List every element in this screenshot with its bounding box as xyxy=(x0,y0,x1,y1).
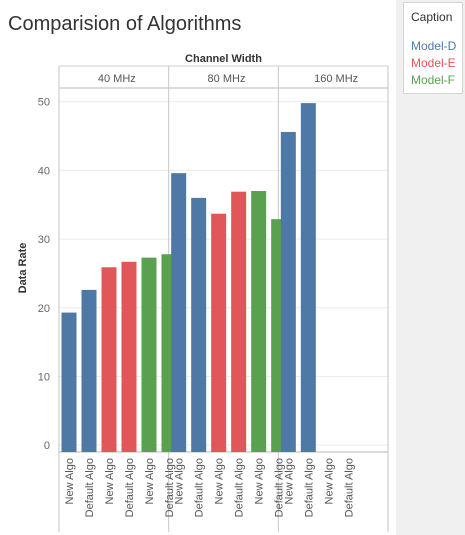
legend-item-model-d[interactable]: Model-D xyxy=(411,39,457,53)
x-tick-label: New Algo xyxy=(323,458,335,504)
bar xyxy=(141,257,157,452)
group-axis-label: Channel Width xyxy=(185,53,262,65)
x-tick-label: Default Algo xyxy=(84,458,96,517)
group-label: 40 MHz xyxy=(98,73,136,85)
x-tick-label: Default Algo xyxy=(194,458,206,517)
y-tick-label: 10 xyxy=(38,371,50,383)
x-tick-label: New Algo xyxy=(214,458,226,504)
group-label: 80 MHz xyxy=(208,73,246,85)
bar xyxy=(101,267,117,452)
x-tick-label: Default Algo xyxy=(164,458,176,517)
bar-chart: Channel Width 40 MHz 80 MHz 160 MHz 0 10 20 30 4… xyxy=(17,53,389,532)
bar xyxy=(211,213,227,452)
chart-title: Comparision of Algorithms xyxy=(8,13,242,35)
y-tick-label: 20 xyxy=(38,303,50,315)
x-tick-label: Default Algo xyxy=(274,458,286,517)
bar xyxy=(251,191,267,453)
bar xyxy=(121,261,137,452)
y-tick-label: 50 xyxy=(38,97,50,109)
bar xyxy=(171,173,187,452)
legend-item-model-e[interactable]: Model-E xyxy=(411,56,456,70)
x-tick-label: New Algo xyxy=(174,458,186,504)
x-tick-label: Default Algo xyxy=(234,458,246,517)
x-tick-label: Default Algo xyxy=(303,458,315,517)
legend-item-model-f[interactable]: Model-F xyxy=(411,73,456,87)
x-tick-label: Default Algo xyxy=(124,458,136,517)
y-tick-label: 0 xyxy=(44,440,50,452)
x-tick-label: New Algo xyxy=(144,458,156,504)
x-tick-label: New Algo xyxy=(254,458,266,504)
legend: Caption Model-D Model-E Model-F xyxy=(403,2,463,94)
y-axis-label: Data Rate xyxy=(17,243,29,294)
x-tick-label: New Algo xyxy=(283,458,295,504)
x-tick-label: New Algo xyxy=(104,458,116,504)
bar xyxy=(191,197,207,452)
bar xyxy=(81,289,97,452)
x-tick-label: Default Algo xyxy=(343,458,355,517)
bar xyxy=(300,103,316,452)
x-tick-label: New Algo xyxy=(64,458,76,504)
legend-title: Caption xyxy=(411,10,453,24)
bar xyxy=(280,131,296,452)
group-label: 160 MHz xyxy=(314,73,358,85)
bar xyxy=(61,312,77,452)
y-tick-label: 40 xyxy=(38,165,50,177)
y-tick-label: 30 xyxy=(38,234,50,246)
bar xyxy=(231,191,247,452)
